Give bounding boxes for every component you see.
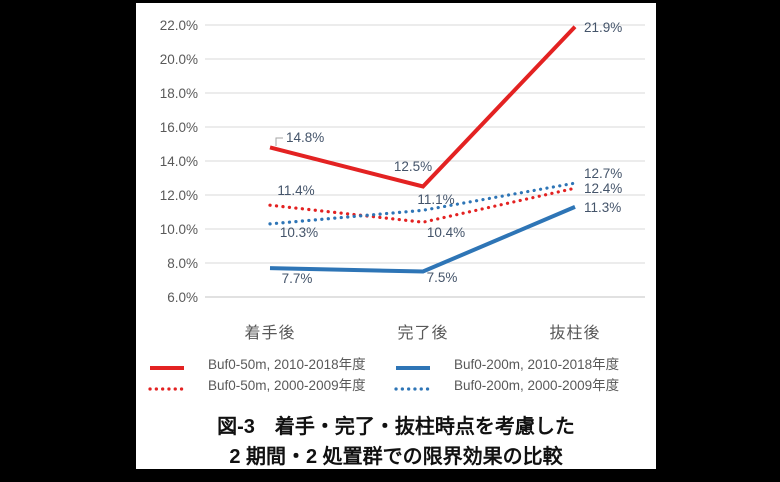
legend-marker-blue-dotted-icon (394, 380, 432, 391)
x-axis-label: 抜柱後 (549, 325, 601, 342)
series-line-0 (269, 25, 577, 189)
legend-label: Buf0-50m, 2010-2018年度 (208, 356, 366, 372)
legend-item-buf0-200m-2010-2018: Buf0-200m, 2010-2018年度 (390, 352, 650, 373)
y-axis-tick-label: 10.0% (159, 222, 198, 237)
series-line-3 (268, 181, 577, 226)
legend-item-buf0-200m-2000-2009: Buf0-200m, 2000-2009年度 (390, 373, 650, 394)
label-leader-line (275, 137, 283, 146)
data-label: 12.4% (584, 181, 623, 196)
legend-label: Buf0-200m, 2010-2018年度 (454, 356, 620, 372)
y-axis-tick-label: 12.0% (159, 188, 198, 203)
chart-legend: Buf0-50m, 2010-2018年度 Buf0-200m, 2010-20… (144, 352, 650, 394)
y-axis-tick-label: 16.0% (159, 120, 198, 135)
legend-marker-blue-solid-icon (394, 359, 432, 370)
legend-marker-red-solid-icon (148, 359, 186, 370)
y-axis-tick-label: 14.0% (159, 154, 198, 169)
y-axis-tick-label: 22.0% (159, 18, 198, 33)
series-line-1 (268, 186, 577, 224)
series-line-2 (269, 205, 576, 274)
data-label: 7.5% (426, 270, 458, 285)
legend-label: Buf0-50m, 2000-2009年度 (208, 377, 366, 393)
data-label: 7.7% (281, 271, 313, 286)
figure-caption-line-2: 2 期間・2 処置群での限界効果の比較 (229, 446, 563, 468)
data-label: 11.4% (277, 183, 315, 198)
legend-item-buf0-50m-2010-2018: Buf0-50m, 2010-2018年度 (144, 352, 390, 373)
y-axis-tick-label: 8.0% (167, 256, 198, 271)
y-axis-tick-label: 6.0% (167, 290, 198, 305)
figure-panel: Buf0-50m, 2010-2018年度 Buf0-200m, 2010-20… (136, 3, 656, 469)
data-label: 11.1% (417, 192, 455, 207)
figure-caption-line-1: 図-3 着手・完了・抜柱時点を考慮した (217, 416, 575, 438)
x-axis-label: 着手後 (244, 325, 296, 342)
legend-label: Buf0-200m, 2000-2009年度 (454, 377, 620, 393)
data-label: 10.4% (426, 225, 466, 240)
data-label: 10.3% (279, 225, 319, 240)
legend-marker-red-dotted-icon (148, 380, 186, 391)
legend-item-buf0-50m-2000-2009: Buf0-50m, 2000-2009年度 (144, 373, 390, 394)
y-axis-tick-label: 20.0% (159, 52, 198, 67)
data-label: 11.3% (584, 200, 622, 215)
data-label: 14.8% (286, 130, 325, 145)
data-label: 12.5% (393, 159, 433, 174)
line-chart (205, 24, 645, 298)
data-label: 12.7% (584, 166, 623, 181)
x-axis-label: 完了後 (397, 325, 449, 342)
data-label: 21.9% (584, 20, 623, 35)
y-axis-tick-label: 18.0% (159, 86, 198, 101)
